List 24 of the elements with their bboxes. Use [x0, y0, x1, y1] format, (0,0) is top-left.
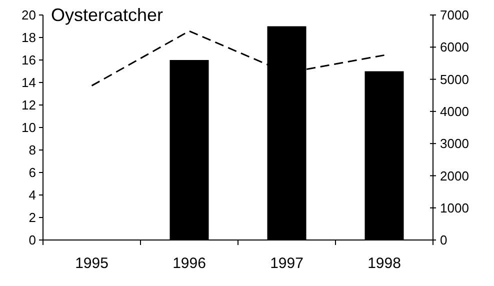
y-tick-label: 20 [22, 8, 36, 23]
y-tick-label: 14 [22, 75, 36, 90]
y2-tick-label: 4000 [440, 104, 469, 119]
y-tick-label: 2 [28, 210, 36, 226]
y2-tick-label: 0 [440, 232, 448, 248]
y2-tick-label: 1000 [440, 200, 469, 216]
y2-tick-label: 7000 [440, 8, 469, 23]
y-tick-label: 18 [22, 30, 36, 46]
y-tick-label: 10 [22, 120, 36, 136]
y2-tick-label: 3000 [440, 136, 469, 152]
x-tick-label: 1996 [172, 255, 206, 272]
y2-tick-label: 6000 [440, 40, 469, 55]
x-tick-label: 1998 [368, 255, 401, 272]
y2-tick-label: 2000 [440, 168, 469, 184]
y-tick-label: 12 [22, 98, 36, 113]
y-tick-label: 4 [28, 188, 36, 203]
x-tick-label: 1995 [75, 255, 108, 272]
chart-title: Oystercatcher [51, 5, 164, 25]
y-tick-label: 6 [28, 165, 36, 180]
y-tick-label: 16 [22, 52, 36, 68]
y-tick-label: 8 [28, 142, 36, 158]
y-tick-label: 0 [28, 232, 36, 248]
y2-tick-label: 5000 [440, 72, 469, 87]
x-tick-label: 1997 [270, 255, 304, 272]
